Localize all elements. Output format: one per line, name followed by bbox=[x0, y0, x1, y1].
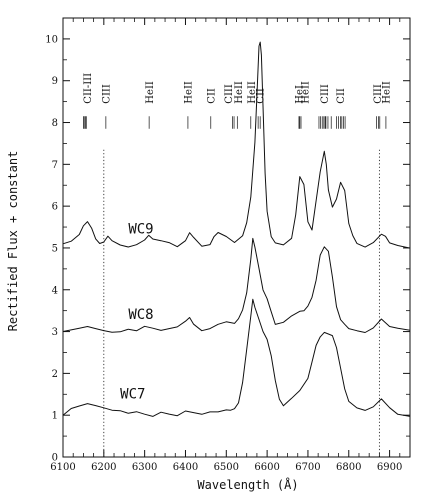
line-id-label-hei-10: HeI bbox=[295, 85, 306, 104]
y-tick-label-9: 9 bbox=[52, 76, 58, 87]
line-id-label-ciii-2: CIII bbox=[101, 84, 112, 104]
y-tick-label-3: 3 bbox=[52, 327, 58, 338]
x-tick-label-6900: 6900 bbox=[377, 462, 402, 473]
x-tick-label-6700: 6700 bbox=[295, 462, 320, 473]
x-tick-label-6200: 6200 bbox=[91, 462, 116, 473]
line-id-label-cii-iii-1: CII-III bbox=[83, 73, 94, 104]
series-line-wc9 bbox=[62, 41, 411, 249]
line-id-label-cii-9: CII bbox=[256, 88, 267, 104]
series-label-wc8: WC8 bbox=[128, 307, 153, 323]
y-tick-label-10: 10 bbox=[45, 34, 58, 45]
y-tick-label-4: 4 bbox=[52, 285, 58, 296]
y-tick-label-5: 5 bbox=[52, 243, 58, 254]
reference-lines bbox=[103, 149, 380, 457]
y-tick-label-0: 0 bbox=[52, 453, 58, 464]
line-id-label-cii-5: CII bbox=[206, 88, 217, 104]
series-line-wc8 bbox=[62, 237, 411, 333]
x-axis-title: Wavelength (Å) bbox=[197, 477, 298, 492]
series-label-wc9: WC9 bbox=[128, 221, 153, 237]
x-tick-label-6600: 6600 bbox=[254, 462, 279, 473]
line-id-label-heii-15: HeII bbox=[381, 81, 392, 104]
tick-labels: 6100 6200 6300 6400 6500 6600 6700 6800 6900 0 1 2 3… bbox=[45, 34, 402, 473]
y-tick-label-6: 6 bbox=[52, 202, 58, 213]
x-tick-label-6300: 6300 bbox=[132, 462, 157, 473]
line-id-label-ciii-6: CIII bbox=[224, 84, 235, 104]
line-id-label-heii-11: HeII bbox=[301, 81, 312, 104]
line-id-label-ciii-14: CIII bbox=[373, 84, 384, 104]
x-tick-label-6400: 6400 bbox=[173, 462, 198, 473]
y-tick-label-7: 7 bbox=[52, 160, 58, 171]
x-tick-label-6100: 6100 bbox=[50, 462, 75, 473]
x-tick-label-6800: 6800 bbox=[336, 462, 361, 473]
x-tick-label-6500: 6500 bbox=[214, 462, 239, 473]
y-axis-title: Rectified Flux + constant bbox=[6, 151, 20, 332]
y-tick-label-8: 8 bbox=[52, 118, 58, 129]
tick-marks bbox=[62, 18, 411, 458]
line-id-label-heii-8: HeII bbox=[247, 81, 258, 104]
line-id-label-heii-4: HeII bbox=[183, 81, 194, 104]
line-id-label-ciii-12: CIII bbox=[320, 84, 331, 104]
line-id-label-cii-13: CII bbox=[336, 88, 347, 104]
y-tick-label-1: 1 bbox=[52, 411, 58, 422]
line-id-label-heii-7: HeII bbox=[234, 81, 245, 104]
line-id-label-heii-3: HeII bbox=[145, 81, 156, 104]
series-group: WC9 WC8 WC7 bbox=[62, 41, 411, 417]
y-tick-label-2: 2 bbox=[52, 369, 58, 380]
series-line-wc7 bbox=[62, 298, 411, 417]
series-label-wc7: WC7 bbox=[120, 386, 145, 402]
